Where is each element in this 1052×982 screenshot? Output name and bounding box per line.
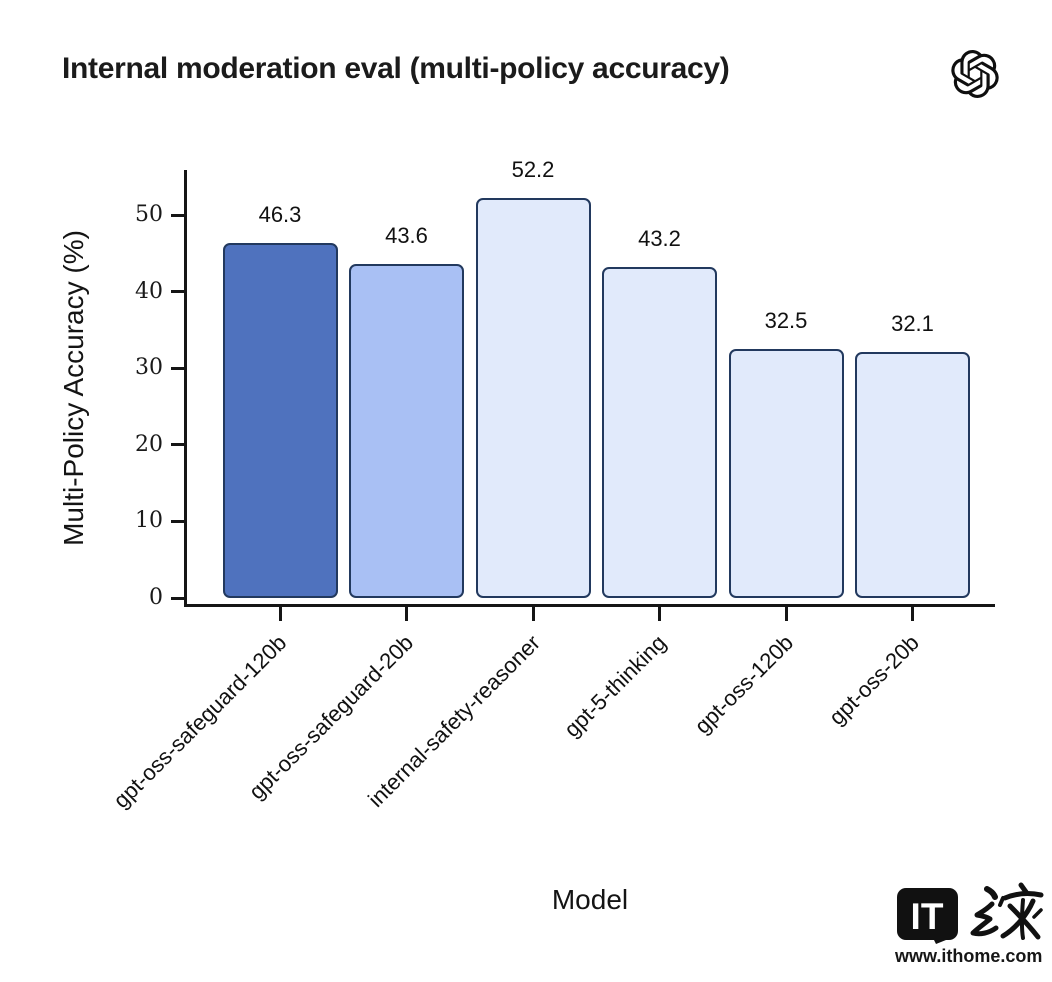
bar — [855, 352, 970, 598]
bar — [728, 349, 844, 598]
bar — [349, 264, 464, 598]
x-axis-label: Model — [551, 884, 629, 915]
ithome-url-text: www.ithome.com — [895, 946, 1043, 966]
x-axis-spine — [184, 604, 995, 607]
x-tick-mark — [658, 607, 661, 621]
bar-value-label: 46.3 — [258, 202, 302, 228]
x-tick-mark — [531, 607, 535, 621]
y-tick-mark — [171, 213, 184, 217]
openai-logo-icon — [951, 50, 999, 98]
x-tick-label-text: gpt-5-thinking — [559, 630, 672, 742]
y-tick-mark — [171, 596, 184, 600]
bar-value-label: 43.2 — [638, 226, 681, 252]
bar-value-label: 52.2 — [511, 157, 555, 183]
chart-title: Internal moderation eval (multi-policy a… — [62, 52, 730, 85]
y-axis-spine — [184, 170, 187, 607]
y-tick-label: 0 — [149, 585, 163, 610]
x-tick-label-text: gpt-oss-120b — [689, 630, 798, 739]
x-tick-mark — [278, 607, 282, 621]
bar — [475, 198, 591, 598]
x-tick-mark — [405, 607, 408, 621]
bar-value-label: 32.5 — [764, 308, 808, 334]
it-speech-bubble-icon: IT — [897, 888, 958, 944]
bar — [602, 267, 717, 598]
y-tick-mark — [171, 443, 184, 447]
x-tick-mark — [911, 607, 914, 621]
y-tick-label: 40 — [135, 278, 163, 304]
ithome-logo: IT — [897, 882, 1044, 944]
y-tick-label: 50 — [135, 202, 163, 227]
y-tick-mark — [171, 519, 184, 523]
x-tick-label-text: gpt-oss-20b — [824, 630, 925, 730]
x-tick-mark — [784, 607, 788, 621]
y-axis-label: Multi-Policy Accuracy (%) — [58, 230, 89, 546]
svg-text:IT: IT — [911, 896, 944, 937]
y-tick-label: 30 — [135, 355, 163, 381]
bar-value-label: 32.1 — [891, 311, 934, 337]
bar-value-label: 43.6 — [385, 223, 428, 249]
y-tick-mark — [171, 366, 184, 370]
y-tick-mark — [171, 290, 184, 294]
bar — [222, 243, 338, 598]
y-tick-label: 20 — [135, 431, 163, 457]
zhijia-calligraphy-icon — [970, 882, 1044, 940]
y-tick-label: 10 — [135, 508, 163, 534]
